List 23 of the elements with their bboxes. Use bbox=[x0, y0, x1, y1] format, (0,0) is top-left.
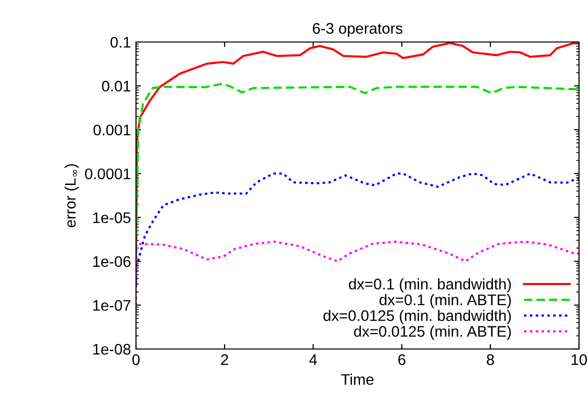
x-tick-label: 2 bbox=[221, 354, 228, 365]
line-series bbox=[136, 82, 579, 262]
x-tick-label: 8 bbox=[486, 354, 494, 366]
chart-title: 6-3 operators bbox=[312, 23, 402, 37]
legend-label: dx=0.0125 (min. ABTE) bbox=[354, 326, 511, 340]
y-axis-title: error (L$_{∞}$) bbox=[64, 164, 79, 228]
y-tick-label: 0.001 bbox=[94, 124, 130, 136]
x-tick-label: 0 bbox=[132, 354, 140, 366]
y-tick-label: 0.0001 bbox=[85, 168, 130, 180]
y-tick-label: 1e-07 bbox=[93, 300, 130, 311]
y-tick-label: 0.01 bbox=[102, 80, 130, 92]
x-tick-label: 4 bbox=[309, 354, 317, 365]
x-tick-label: 6 bbox=[398, 354, 406, 366]
y-tick-label: 0.1 bbox=[110, 36, 130, 48]
y-tick-label: 1e-06 bbox=[93, 256, 130, 267]
legend-label: dx=0.1 (min. bandwidth) bbox=[348, 278, 511, 293]
y-tick-label: 1e-08 bbox=[93, 344, 130, 355]
x-axis-title: Time bbox=[341, 374, 374, 385]
legend-label: dx=0.1 (min. ABTE) bbox=[380, 294, 511, 308]
legend-label: dx=0.0125 (min. bandwidth) bbox=[323, 310, 511, 324]
line-series bbox=[136, 240, 579, 306]
x-tick-label: 10 bbox=[572, 354, 587, 366]
y-tick-label: 1e-05 bbox=[93, 212, 130, 224]
